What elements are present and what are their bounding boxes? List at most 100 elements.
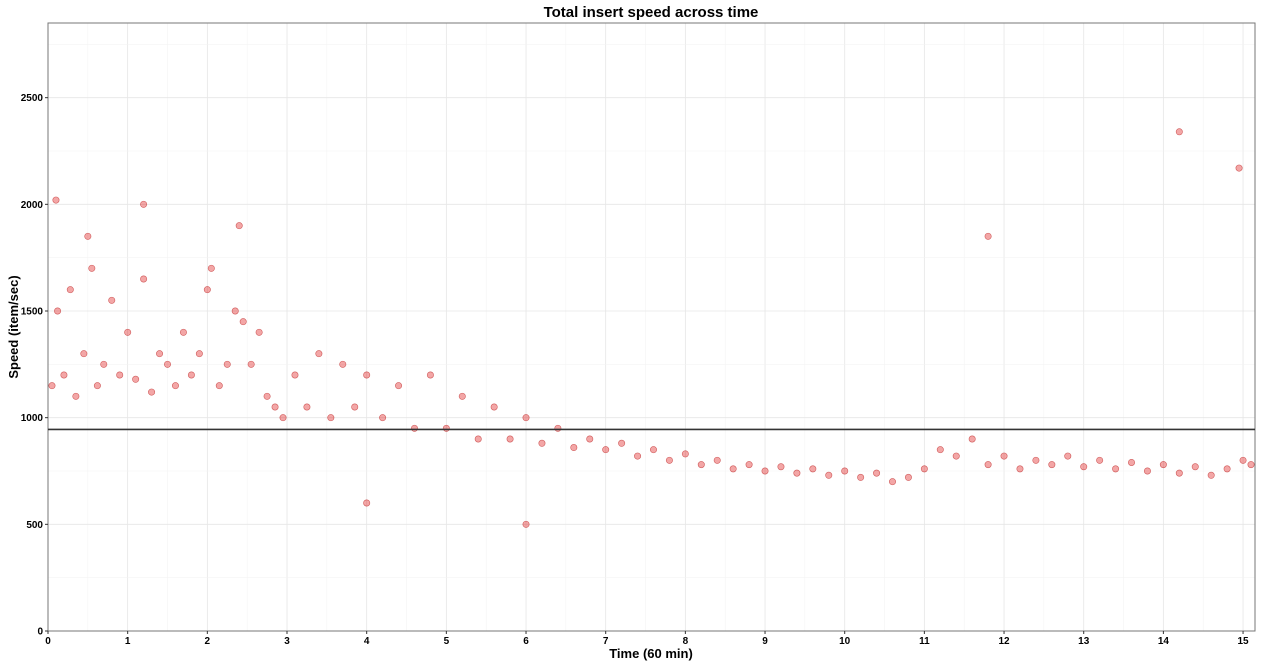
data-point <box>93 382 101 390</box>
data-point <box>777 463 785 471</box>
chart-title: Total insert speed across time <box>544 4 759 21</box>
data-point <box>1175 128 1183 136</box>
data-point <box>697 461 705 469</box>
data-point <box>1207 471 1215 479</box>
data-point <box>522 520 530 528</box>
data-point <box>255 328 263 336</box>
y-axis-ticks: 0 500 1000 1500 2000 2500 <box>21 93 48 638</box>
data-point <box>873 469 881 477</box>
data-point <box>215 382 223 390</box>
data-point <box>745 461 753 469</box>
data-point <box>379 414 387 422</box>
data-point <box>124 328 132 336</box>
data-point <box>761 467 769 475</box>
data-point <box>48 382 56 390</box>
data-point <box>538 439 546 447</box>
x-tick-label: 14 <box>1158 636 1170 647</box>
data-point <box>88 264 96 272</box>
y-tick-label: 500 <box>26 520 43 531</box>
data-point <box>889 478 897 486</box>
data-point <box>857 473 865 481</box>
data-point <box>66 286 74 294</box>
data-point <box>1080 463 1088 471</box>
data-point <box>426 371 434 379</box>
y-tick-label: 1000 <box>21 413 44 424</box>
x-tick-label: 2 <box>205 636 211 647</box>
data-point <box>1064 452 1072 460</box>
x-tick-label: 6 <box>523 636 529 647</box>
data-point <box>602 446 610 454</box>
y-axis-title: Speed (item/sec) <box>6 275 21 378</box>
data-point <box>108 296 116 304</box>
data-point <box>116 371 124 379</box>
data-point <box>793 469 801 477</box>
data-point <box>263 392 271 400</box>
data-point <box>984 461 992 469</box>
data-point <box>203 286 211 294</box>
data-point <box>1235 164 1243 172</box>
data-point <box>634 452 642 460</box>
x-tick-label: 13 <box>1078 636 1090 647</box>
data-point <box>52 196 60 204</box>
data-point <box>279 414 287 422</box>
y-tick-label: 0 <box>37 627 43 638</box>
data-point <box>490 403 498 411</box>
x-tick-label: 15 <box>1237 636 1249 647</box>
data-point <box>223 360 231 368</box>
data-point <box>410 424 418 432</box>
data-point <box>586 435 594 443</box>
data-point <box>841 467 849 475</box>
data-point <box>271 403 279 411</box>
data-point <box>60 371 68 379</box>
grid-lines <box>47 23 1255 632</box>
data-point <box>195 350 203 358</box>
data-point <box>140 275 148 283</box>
data-point <box>315 350 323 358</box>
data-point <box>618 439 626 447</box>
data-point <box>351 403 359 411</box>
data-point <box>1223 465 1231 473</box>
data-point <box>1239 456 1247 464</box>
x-tick-label: 7 <box>603 636 609 647</box>
data-point <box>649 446 657 454</box>
x-tick-label: 4 <box>364 636 370 647</box>
data-point <box>458 392 466 400</box>
y-tick-label: 2000 <box>21 200 44 211</box>
data-point <box>920 465 928 473</box>
data-point <box>239 318 247 326</box>
data-point <box>1096 456 1104 464</box>
x-tick-label: 0 <box>45 636 51 647</box>
data-point <box>363 371 371 379</box>
data-point <box>303 403 311 411</box>
data-point <box>1128 458 1136 466</box>
data-point <box>171 382 179 390</box>
data-point <box>442 424 450 432</box>
data-point <box>179 328 187 336</box>
data-point <box>327 414 335 422</box>
data-point <box>363 499 371 507</box>
data-point <box>207 264 215 272</box>
data-point <box>84 232 92 240</box>
data-point <box>1000 452 1008 460</box>
data-point <box>968 435 976 443</box>
x-tick-label: 5 <box>444 636 450 647</box>
data-point <box>54 307 62 315</box>
x-tick-label: 9 <box>762 636 768 647</box>
x-axis-ticks: 0 1 2 3 4 5 6 7 8 9 10 11 12 13 14 15 <box>45 631 1249 647</box>
plot-area <box>47 22 1256 632</box>
data-point <box>1191 463 1199 471</box>
data-point <box>231 307 239 315</box>
data-point <box>247 360 255 368</box>
data-point <box>156 350 164 358</box>
data-point <box>554 424 562 432</box>
data-point <box>148 388 156 396</box>
x-tick-label: 12 <box>998 636 1010 647</box>
data-point <box>132 375 140 383</box>
x-tick-label: 10 <box>839 636 851 647</box>
x-tick-label: 1 <box>125 636 131 647</box>
data-point <box>72 392 80 400</box>
data-point <box>713 456 721 464</box>
data-point <box>825 471 833 479</box>
